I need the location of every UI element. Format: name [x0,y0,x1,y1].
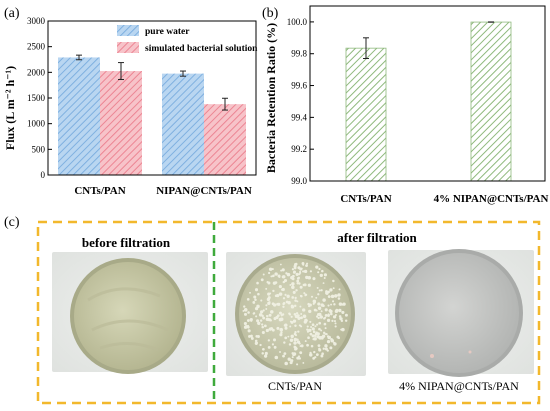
dish-label-cnts-pan: CNTs/PAN [268,379,322,393]
retention-chart-y-tick-label: 99.6 [291,81,307,91]
retention-bar-0 [345,47,387,182]
dish-label-nipan-cnts-pan: 4% NIPAN@CNTs/PAN [399,379,519,393]
panel-c-frame [36,220,541,405]
flux-chart: Flux (L m⁻² h⁻¹) 0 500 1000 1500 2000 2500 300… [3,16,258,197]
flux-error-bar [222,97,228,111]
flux-chart-y-axis-label: Flux (L m⁻² h⁻¹) [3,66,17,150]
flux-bar-pure-water-1 [162,73,204,175]
legend-label: simulated bacterial solution [145,44,258,54]
panel-label-b: (b) [262,6,279,21]
flux-error-bar [118,62,124,81]
after-filtration-heading: after filtration [337,230,417,245]
flux-chart-y-tick-label: 2500 [27,42,46,52]
flux-chart-y-tick-label: 1000 [27,119,46,129]
flux-chart-x-tick-label: NIPAN@CNTs/PAN [156,185,252,197]
retention-chart-frame [309,5,546,182]
flux-error-bar [180,70,186,77]
legend-swatch [117,25,139,36]
flux-chart-y-tick-label: 2000 [27,67,46,77]
flux-bar-bacterial-0 [100,71,142,175]
panel-label-c: (c) [4,215,20,230]
flux-chart-y-tick-label: 0 [41,170,46,180]
panel-label-a: (a) [4,6,20,21]
retention-chart: Bacteria Retention Ratio (%) 99.0 99.2 99.… [264,5,549,205]
flux-chart-y-tick-label: 1500 [27,93,46,103]
flux-bar-pure-water-0 [58,57,100,175]
retention-chart-y-tick-label: 99.8 [291,49,307,59]
flux-chart-legend: pure water simulated bacterial solution [117,25,258,54]
retention-chart-y-tick-label: 100.0 [287,17,308,27]
before-filtration-heading: before filtration [82,235,171,250]
retention-bar-1 [470,21,512,182]
petri-dish-panel: before filtration after filtration CNTs/… [36,220,541,405]
flux-chart-y-tick-label: 3000 [27,16,46,26]
flux-chart-x-tick-label: CNTs/PAN [74,185,125,197]
flux-chart-y-tick-label: 500 [32,144,46,154]
retention-chart-x-tick-label: CNTs/PAN [340,193,391,205]
retention-error-bar [363,37,369,59]
retention-chart-y-tick-label: 99.4 [291,112,307,122]
flux-bar-bacterial-1 [204,104,246,175]
legend-swatch [117,42,139,53]
retention-chart-x-tick-label: 4% NIPAN@CNTs/PAN [434,193,549,205]
petri-dish-before [52,252,208,374]
petri-dish-nipan-cnts-pan [388,249,534,377]
retention-chart-y-axis-label: Bacteria Retention Ratio (%) [264,23,278,173]
retention-chart-y-tick-label: 99.0 [291,176,307,186]
retention-chart-y-tick-label: 99.2 [291,144,307,154]
flux-error-bar [76,54,82,61]
petri-dish-cnts-pan [226,252,366,376]
legend-label: pure water [145,27,190,37]
